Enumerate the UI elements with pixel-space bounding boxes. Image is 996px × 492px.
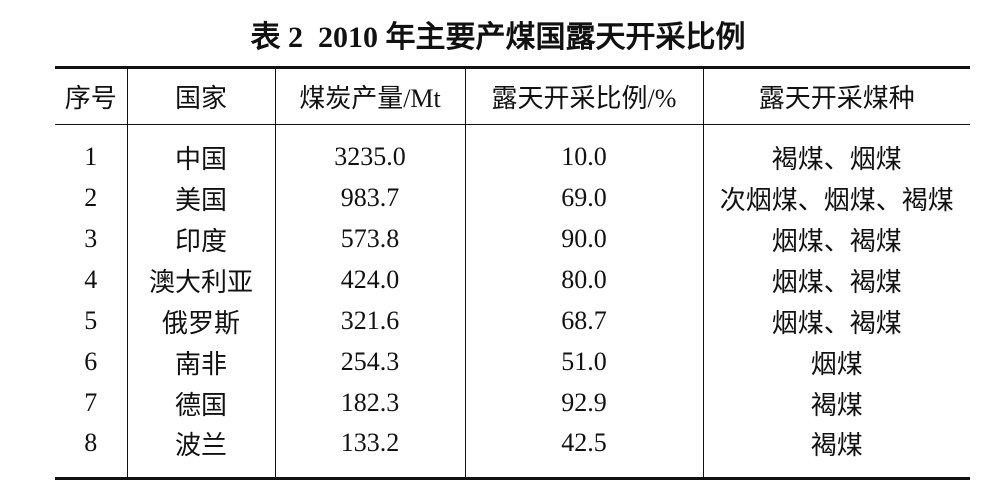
table-cell: 254.3 [274, 341, 465, 383]
table-cell: 美国 [126, 177, 275, 219]
table-cell: 80.0 [464, 259, 703, 301]
table-cell: 8 [84, 428, 98, 458]
table-cell: 424.0 [274, 259, 465, 301]
table-cell: 42.5 [464, 423, 703, 479]
table-cell: 5 [84, 306, 98, 335]
table-cell: 68.7 [464, 300, 703, 342]
table-cell: 7 [84, 388, 98, 417]
table-cell: 中国 [126, 124, 275, 178]
table-cell: 3 [84, 224, 98, 253]
header-cell: 国家 [126, 67, 275, 125]
header-cell: 煤炭产量/Mt [274, 67, 465, 125]
table-cell: 573.8 [274, 218, 465, 260]
table-cell: 烟煤、褐煤 [702, 300, 970, 342]
table-cell: 次烟煤、烟煤、褐煤 [702, 177, 970, 219]
table-cell: 51.0 [464, 341, 703, 383]
table-row: 6 南非 254.3 51.0 烟煤 [55, 341, 970, 383]
table-cell: 烟煤、褐煤 [702, 259, 970, 301]
table-row: 1 中国 3235.0 10.0 褐煤、烟煤 [55, 124, 970, 178]
table-cell: 6 [84, 347, 98, 376]
table-cell: 983.7 [274, 177, 465, 219]
table-cell: 4 [84, 265, 98, 294]
table-cell: 2 [84, 183, 98, 212]
table-cell: 182.3 [274, 382, 465, 424]
table-cell: 321.6 [274, 300, 465, 342]
table-cell: 烟煤 [702, 341, 970, 383]
table-body: 1 中国 3235.0 10.0 褐煤、烟煤 2 美国 983.7 69.0 次烟煤、烟煤、褐煤 3… [55, 124, 970, 479]
header-row: 序号 国家 煤炭产量/Mt 露天开采比例/% 露天开采煤种 [55, 67, 970, 125]
table-cell: 90.0 [464, 218, 703, 260]
table-row: 7 德国 182.3 92.9 褐煤 [55, 382, 970, 424]
table-cell: 褐煤 [702, 382, 970, 424]
header-cell: 序号 [55, 67, 127, 125]
header-cell: 露天开采比例/% [464, 67, 703, 125]
table-row: 8 波兰 133.2 42.5 褐煤 [55, 423, 970, 479]
table-row: 2 美国 983.7 69.0 次烟煤、烟煤、褐煤 [55, 177, 970, 219]
table-header: 序号 国家 煤炭产量/Mt 露天开采比例/% 露天开采煤种 [55, 67, 970, 125]
table-row: 5 俄罗斯 321.6 68.7 烟煤、褐煤 [55, 300, 970, 342]
table-cell: 3235.0 [274, 124, 465, 178]
table-cell: 印度 [126, 218, 275, 260]
table-cell: 69.0 [464, 177, 703, 219]
table-cell: 褐煤、烟煤 [702, 124, 970, 178]
table: 序号 国家 煤炭产量/Mt 露天开采比例/% 露天开采煤种 1 中国 3235.0 10.0 褐… [55, 66, 970, 480]
table-cell: 92.9 [464, 382, 703, 424]
table-cell: 澳大利亚 [126, 259, 275, 301]
table-cell: 133.2 [274, 423, 465, 479]
table-cell: 褐煤 [702, 423, 970, 479]
table-cell: 1 [84, 142, 98, 172]
table-cell: 波兰 [126, 423, 275, 479]
header-cell: 露天开采煤种 [702, 67, 970, 125]
table-row: 4 澳大利亚 424.0 80.0 烟煤、褐煤 [55, 259, 970, 301]
table-cell: 10.0 [464, 124, 703, 178]
table-title: 表 2 2010 年主要产煤国露天开采比例 [250, 21, 746, 54]
table-cell: 南非 [126, 341, 275, 383]
table-row: 3 印度 573.8 90.0 烟煤、褐煤 [55, 218, 970, 260]
table-cell: 烟煤、褐煤 [702, 218, 970, 260]
table-cell: 德国 [126, 382, 275, 424]
table-cell: 俄罗斯 [126, 300, 275, 342]
